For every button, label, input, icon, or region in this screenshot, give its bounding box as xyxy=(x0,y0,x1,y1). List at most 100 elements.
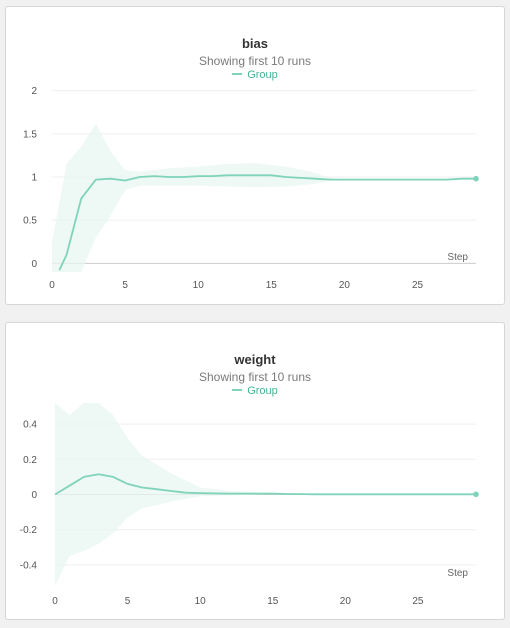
data-point[interactable] xyxy=(111,475,115,479)
weight-chart-plot[interactable]: -0.4 -0.2 0 0.2 0.4 0 5 10 15 20 25 Step xyxy=(6,323,504,619)
data-point[interactable] xyxy=(357,178,361,182)
y-tick-label: 0 xyxy=(31,259,37,270)
data-point[interactable] xyxy=(328,178,332,182)
data-point[interactable] xyxy=(79,197,83,201)
y-tick-label: 0.5 xyxy=(23,216,37,227)
chart-title: weight xyxy=(234,352,276,367)
x-tick-label: 25 xyxy=(412,596,424,607)
x-axis-label: Step xyxy=(447,568,468,579)
data-point[interactable] xyxy=(138,175,142,179)
data-point[interactable] xyxy=(386,178,390,182)
legend-swatch xyxy=(232,389,243,392)
data-point[interactable] xyxy=(269,173,273,177)
data-point[interactable] xyxy=(314,492,318,496)
data-point[interactable] xyxy=(198,491,202,495)
data-point[interactable] xyxy=(300,492,304,496)
data-point[interactable] xyxy=(169,489,173,493)
data-point[interactable] xyxy=(372,492,376,496)
series-end-point[interactable] xyxy=(473,491,479,498)
series-range-band xyxy=(52,123,476,272)
data-point[interactable] xyxy=(401,178,405,182)
data-point[interactable] xyxy=(196,174,200,178)
data-point[interactable] xyxy=(97,472,101,476)
data-point[interactable] xyxy=(401,492,405,496)
data-point[interactable] xyxy=(445,178,449,182)
chart-subtitle: Showing first 10 runs xyxy=(198,370,312,384)
x-tick-label: 15 xyxy=(267,596,279,607)
data-point[interactable] xyxy=(167,175,171,179)
data-point[interactable] xyxy=(358,492,362,496)
series-end-point[interactable] xyxy=(473,175,479,182)
x-tick-label: 20 xyxy=(340,596,352,607)
data-point[interactable] xyxy=(94,178,98,182)
x-axis-label: Step xyxy=(447,252,468,263)
data-point[interactable] xyxy=(313,177,317,181)
y-tick-label: 0.4 xyxy=(23,420,37,431)
data-point[interactable] xyxy=(182,175,186,179)
x-tick-label: 5 xyxy=(125,596,131,607)
data-point[interactable] xyxy=(416,492,420,496)
data-point[interactable] xyxy=(140,486,144,490)
chart-subtitle: Showing first 10 runs xyxy=(198,54,312,68)
data-point[interactable] xyxy=(225,173,229,177)
data-point[interactable] xyxy=(271,492,275,496)
data-point[interactable] xyxy=(284,175,288,179)
data-point[interactable] xyxy=(211,174,215,178)
x-tick-label: 15 xyxy=(266,280,278,291)
data-point[interactable] xyxy=(155,487,159,491)
data-point[interactable] xyxy=(109,177,113,181)
y-tick-label: 1.5 xyxy=(23,129,37,140)
data-point[interactable] xyxy=(430,492,434,496)
data-point[interactable] xyxy=(416,178,420,182)
x-tick-label: 5 xyxy=(122,280,128,291)
chart-legend[interactable]: Group xyxy=(6,69,504,81)
bias-chart-panel[interactable]: bias Showing first 10 runs Group 0 0.5 1 1.… xyxy=(5,6,505,305)
data-point[interactable] xyxy=(256,492,260,496)
data-point[interactable] xyxy=(285,492,289,496)
data-point[interactable] xyxy=(152,174,156,178)
weight-chart-panel[interactable]: weight Showing first 10 runs Group -0.4-… xyxy=(5,322,505,620)
y-tick-label: -0.4 xyxy=(20,560,38,571)
y-tick-label: -0.2 xyxy=(20,525,38,536)
data-point[interactable] xyxy=(299,176,303,180)
legend-label-group: Group xyxy=(247,69,278,81)
data-point[interactable] xyxy=(460,492,464,496)
data-point[interactable] xyxy=(343,492,347,496)
data-point[interactable] xyxy=(53,493,57,497)
y-tick-label: 1 xyxy=(31,173,37,184)
data-point[interactable] xyxy=(213,491,217,495)
legend-swatch xyxy=(232,73,243,76)
x-tick-label: 10 xyxy=(193,280,205,291)
x-tick-label: 0 xyxy=(52,596,58,607)
data-point[interactable] xyxy=(372,178,376,182)
chart-legend[interactable]: Group xyxy=(6,385,504,397)
data-point[interactable] xyxy=(126,482,130,486)
x-tick-label: 25 xyxy=(412,280,424,291)
data-point[interactable] xyxy=(459,177,463,181)
data-point[interactable] xyxy=(242,492,246,496)
y-tick-label: 0 xyxy=(31,490,37,501)
series-line-group[interactable] xyxy=(58,174,476,271)
x-tick-label: 20 xyxy=(339,280,351,291)
x-tick-label: 0 xyxy=(49,280,55,291)
data-point[interactable] xyxy=(184,491,188,495)
data-point[interactable] xyxy=(82,475,86,479)
data-point[interactable] xyxy=(227,492,231,496)
x-tick-label: 10 xyxy=(195,596,207,607)
series-line-group[interactable] xyxy=(54,473,476,496)
data-point[interactable] xyxy=(123,179,127,183)
data-point[interactable] xyxy=(445,492,449,496)
legend-label-group: Group xyxy=(247,385,278,397)
data-point[interactable] xyxy=(255,173,259,177)
data-point[interactable] xyxy=(430,178,434,182)
y-tick-label: 0.2 xyxy=(23,455,37,466)
data-point[interactable] xyxy=(342,178,346,182)
data-point[interactable] xyxy=(387,492,391,496)
chart-title: bias xyxy=(241,36,268,51)
data-point[interactable] xyxy=(240,173,244,177)
data-point[interactable] xyxy=(329,492,333,496)
data-point[interactable] xyxy=(68,484,72,488)
data-point[interactable] xyxy=(65,253,69,257)
data-point[interactable] xyxy=(57,268,61,272)
